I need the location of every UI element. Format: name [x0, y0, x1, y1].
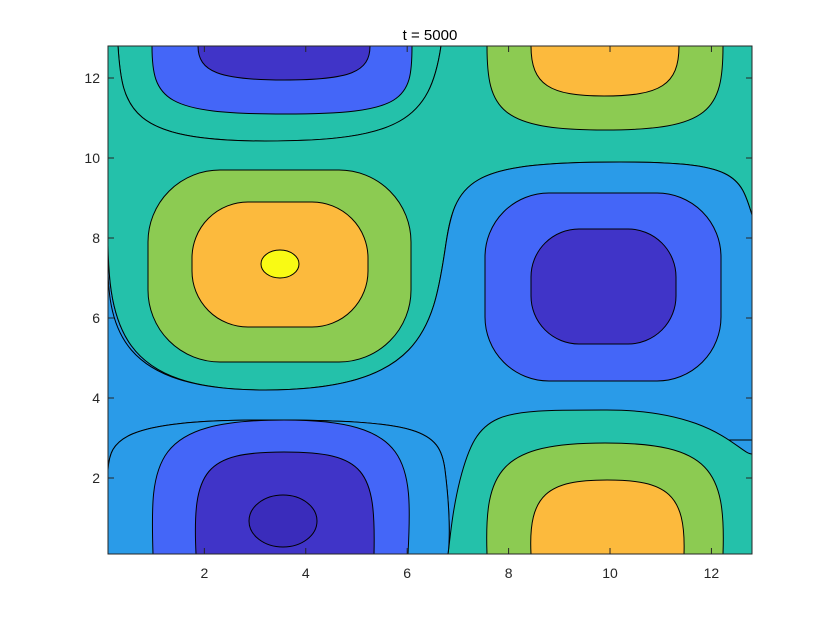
- axes-box: [107, 45, 753, 555]
- contour-fill-bottom-right-level-7: [530, 479, 685, 554]
- x-tick-label: 8: [505, 565, 513, 581]
- contour-fill-bottom-left-level-1: [248, 494, 318, 548]
- y-tick-label: 4: [92, 390, 100, 406]
- contour-fill-right-min-level-2: [530, 228, 677, 345]
- y-tick-label: 6: [92, 310, 100, 326]
- y-tick-label: 12: [84, 70, 100, 86]
- x-axis: 2 4 6 8 10 12: [200, 46, 719, 581]
- contour-fill-top-left-level-2: [197, 46, 371, 81]
- y-tick-label: 8: [92, 230, 100, 246]
- chart-title: t = 5000: [403, 27, 458, 44]
- x-tick-label: 4: [302, 565, 310, 581]
- plot-area: [108, 46, 752, 554]
- contour-fill-top-right-level-7: [530, 46, 680, 97]
- x-tick-label: 6: [403, 565, 411, 581]
- y-axis: 2 4 6 8 10 12: [84, 70, 752, 486]
- x-tick-label: 12: [704, 565, 720, 581]
- y-tick-label: 10: [84, 150, 100, 166]
- y-tick-label: 2: [92, 470, 100, 486]
- x-tick-label: 2: [200, 565, 208, 581]
- contour-fill-left-max-level-8: [260, 249, 300, 279]
- x-tick-label: 10: [602, 565, 618, 581]
